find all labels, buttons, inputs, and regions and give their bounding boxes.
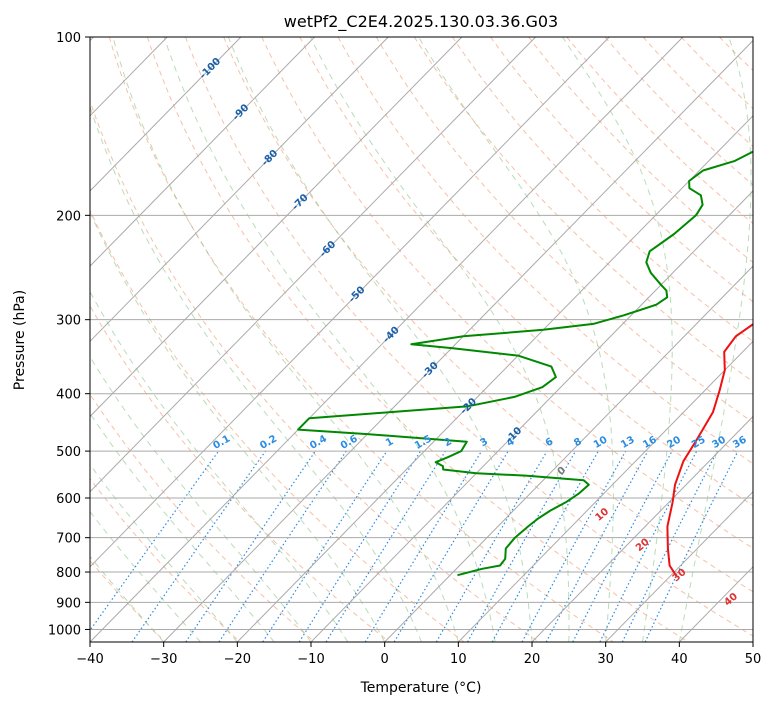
plot-area	[90, 37, 753, 642]
isotherm-line	[90, 37, 315, 267]
x-tick-label: −10	[297, 652, 324, 667]
mixing-ratio-label: 3	[478, 436, 490, 449]
isotherm-line	[384, 265, 753, 642]
moist-adiabat	[90, 463, 238, 642]
mixing-ratio-line	[298, 450, 422, 642]
temperature-line	[666, 323, 753, 578]
y-tick-label: 100	[56, 31, 81, 46]
mixing-ratio-line	[364, 450, 483, 642]
mixing-ratio-label: 8	[572, 436, 584, 449]
dry-adiabat	[413, 37, 753, 383]
dry-adiabat	[299, 37, 753, 507]
dry-adiabat	[261, 37, 753, 549]
mixing-ratio-line	[90, 450, 220, 632]
moist-adiabat	[678, 37, 752, 642]
y-tick-label: 500	[56, 445, 81, 460]
x-tick-label: 40	[671, 652, 688, 667]
dry-adiabat	[337, 37, 753, 465]
moist-adiabat	[309, 37, 570, 642]
mixing-ratio-label: 4	[505, 436, 517, 449]
moist-adiabat	[90, 210, 386, 642]
mixing-ratio-line	[131, 450, 266, 642]
y-tick-label: 700	[56, 532, 81, 547]
y-tick-label: 800	[56, 566, 81, 581]
plot-frame	[89, 36, 754, 643]
moist-adiabat	[561, 37, 673, 642]
moist-adiabat	[90, 355, 312, 642]
isotherm-line	[531, 415, 753, 642]
dry-adiabat	[90, 304, 390, 642]
isotherm-line	[310, 190, 753, 642]
isotherm-line	[90, 37, 536, 493]
mixing-ratio-line	[621, 450, 718, 642]
dry-adiabat	[490, 37, 753, 303]
x-axis-title: Temperature (°C)	[360, 680, 482, 696]
mixing-ratio-line	[218, 450, 347, 642]
y-axis-title: Pressure (hPa)	[12, 290, 28, 390]
isotherm-line	[90, 37, 610, 568]
y-tick-label: 900	[56, 596, 81, 611]
mixing-ratio-line	[545, 450, 649, 642]
dewpoint-line	[297, 150, 753, 577]
moist-adiabat	[418, 37, 614, 642]
x-tick-label: 0	[381, 652, 389, 667]
x-tick-label: −40	[76, 652, 103, 667]
y-tick-label: 600	[56, 492, 81, 507]
dry-adiabat	[375, 37, 753, 424]
mixing-ratio-label: 2	[442, 436, 454, 449]
moist-adiabat	[112, 37, 459, 642]
isotherm-line	[90, 37, 463, 418]
chart-title: wetPf2_C2E4.2025.130.03.36.G03	[284, 12, 558, 32]
isotherm-line	[163, 39, 753, 642]
isotherm-line	[90, 37, 389, 343]
dry-adiabat	[185, 37, 753, 637]
mixing-ratio-label: 1	[384, 436, 396, 449]
dry-adiabat	[223, 37, 753, 593]
dry-adiabat	[146, 37, 689, 642]
moist-adiabat	[227, 37, 533, 642]
isotherm-line	[90, 37, 242, 192]
x-tick-label: 10	[450, 652, 467, 667]
dry-adiabat	[604, 37, 753, 186]
x-tick-label: −30	[150, 652, 177, 667]
y-tick-label: 300	[56, 314, 81, 329]
mixing-ratio-line	[521, 450, 627, 642]
y-tick-label: 400	[56, 388, 81, 403]
axis-ticks: −40 −30 −20 −10 0 10 20 30 40 50 100 200 300 400 500 60…	[48, 31, 761, 667]
dry-adiabat	[451, 37, 753, 343]
isotherm-line	[90, 37, 684, 642]
moist-adiabat	[90, 510, 201, 642]
isotherm-line	[457, 340, 753, 642]
x-tick-label: 30	[597, 652, 614, 667]
series-layer	[297, 150, 753, 578]
moist-adiabat	[90, 412, 275, 642]
moist-adiabat	[90, 105, 422, 642]
x-tick-label: 20	[524, 652, 541, 667]
dry-adiabat	[90, 99, 540, 642]
x-tick-label: −20	[224, 652, 251, 667]
grid	[90, 37, 753, 642]
y-tick-label: 1000	[48, 623, 81, 638]
isotherm-line	[605, 490, 753, 642]
x-tick-label: 50	[745, 652, 762, 667]
dry-adiabat	[90, 477, 241, 642]
moist-adiabat	[163, 37, 496, 642]
moist-adiabat	[90, 555, 165, 642]
mixing-ratio-line	[185, 450, 316, 642]
dry-adiabat	[108, 37, 614, 642]
y-tick-label: 200	[56, 209, 81, 224]
mixing-ratio-line	[262, 450, 388, 642]
mixing-ratio-label: 6	[544, 436, 556, 449]
isotherm-line	[236, 115, 753, 642]
mixing-ratio-line	[466, 450, 577, 642]
